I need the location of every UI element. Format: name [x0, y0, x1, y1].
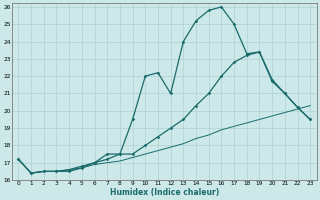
X-axis label: Humidex (Indice chaleur): Humidex (Indice chaleur) [110, 188, 219, 197]
